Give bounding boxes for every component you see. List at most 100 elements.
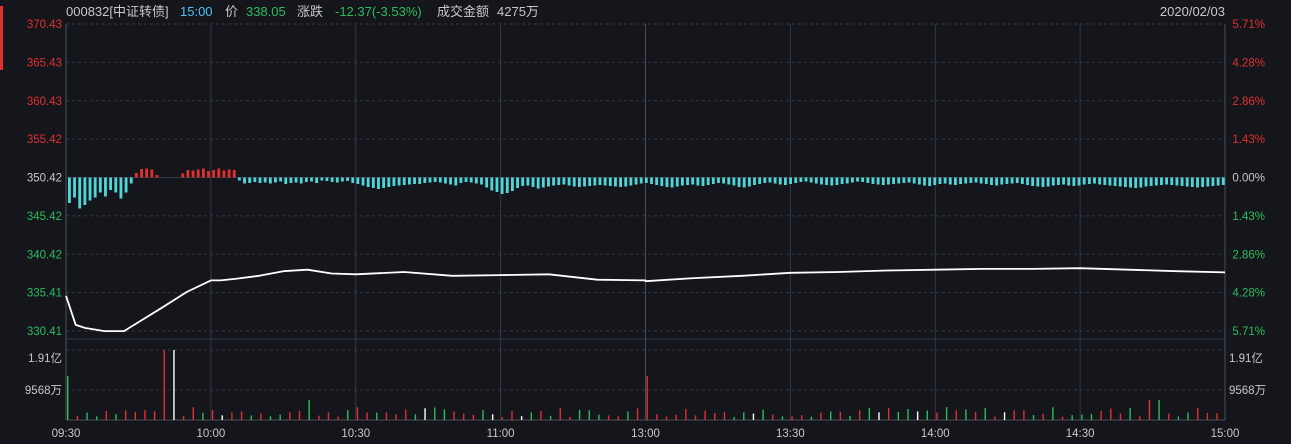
volume-bar (704, 410, 706, 420)
volume-bar (289, 412, 291, 420)
volume-bar (1061, 416, 1064, 420)
delta-bar (377, 177, 380, 189)
percent-tick-label: 5.71% (1232, 19, 1265, 31)
percent-tick-label: 1.43% (1232, 211, 1265, 223)
delta-bar (186, 170, 190, 178)
delta-bar (691, 177, 695, 185)
delta-bar (969, 177, 973, 183)
volume-bar (936, 412, 938, 420)
volume-bar (153, 411, 156, 420)
volume-bar (240, 411, 243, 420)
volume-bar (839, 411, 842, 420)
volume-bar (202, 412, 204, 420)
delta-bar (1057, 177, 1060, 185)
volume-bar (279, 414, 281, 420)
delta-bar (1041, 177, 1045, 187)
delta-bar (438, 177, 442, 183)
volume-bar (1003, 412, 1006, 420)
delta-bar (814, 177, 818, 184)
delta-bar (325, 177, 329, 181)
volume-bar (965, 409, 967, 420)
delta-bar (392, 177, 396, 186)
delta-bar (1098, 177, 1102, 185)
volume-tick-label: 9568万 (25, 385, 62, 397)
delta-bar (1046, 177, 1050, 187)
percent-tick-label: 2.86% (1232, 96, 1265, 108)
volume-bar (308, 399, 310, 420)
volume-tick-label: 1.91亿 (28, 352, 62, 365)
volume-bar (385, 412, 388, 420)
delta-bar (119, 177, 123, 199)
delta-bar (1206, 177, 1210, 187)
volume-bar (482, 410, 484, 420)
delta-bar (1211, 177, 1215, 186)
delta-bar (974, 177, 978, 183)
delta-bar (1093, 177, 1096, 184)
volume-bar (617, 416, 619, 420)
delta-bar (1201, 177, 1205, 187)
volume-bar (733, 416, 735, 420)
delta-bar (181, 173, 185, 178)
volume-bar (820, 412, 822, 420)
volume-bar (182, 415, 185, 420)
volume-bar (926, 410, 928, 420)
delta-bar (1216, 177, 1220, 186)
delta-bar (402, 177, 406, 185)
volume-bar (1177, 416, 1180, 420)
delta-bar (480, 177, 483, 185)
volume-bar (656, 414, 658, 420)
time-tick-label: 11:00 (487, 428, 515, 440)
price-tick-label: 330.41 (27, 326, 62, 338)
time-tick-label: 10:00 (196, 428, 225, 440)
delta-bar (263, 177, 267, 183)
volume-bar (76, 415, 79, 420)
delta-bar (191, 170, 195, 178)
volume-bar (907, 408, 909, 420)
volume-bar (1090, 413, 1093, 420)
delta-bar (680, 177, 684, 186)
delta-bar (1010, 177, 1014, 184)
delta-bar (799, 177, 803, 182)
delta-bar (804, 177, 808, 182)
delta-bar (629, 177, 633, 186)
delta-bar (387, 177, 391, 187)
delta-bar (1139, 177, 1143, 188)
delta-bar (129, 177, 133, 184)
delta-bar (660, 177, 664, 186)
delta-bar (624, 177, 628, 187)
volume-bar (67, 376, 69, 420)
delta-bar (1118, 177, 1122, 187)
delta-bar (1072, 177, 1076, 186)
delta-bar (619, 177, 623, 187)
delta-bar (953, 177, 957, 185)
volume-bar (501, 416, 504, 420)
price-tick-label: 360.43 (27, 96, 62, 108)
volume-bar (598, 414, 600, 420)
volume-bar (395, 414, 397, 420)
delta-bar (541, 177, 545, 188)
volume-bar (453, 411, 455, 420)
delta-bar (902, 177, 906, 183)
delta-bar (155, 175, 159, 178)
delta-bar (361, 177, 365, 186)
volume-bar (781, 416, 784, 420)
delta-bar (1087, 177, 1091, 184)
volume-bar (337, 416, 339, 420)
delta-bar (531, 177, 535, 187)
volume-tick-label: 1.91亿 (1229, 352, 1263, 365)
volume-bar (916, 411, 919, 420)
delta-bar (567, 177, 571, 186)
percent-tick-label: 5.71% (1232, 326, 1265, 338)
percent-tick-label: 4.28% (1232, 288, 1265, 300)
delta-bar (758, 177, 762, 184)
delta-bar (1160, 177, 1163, 185)
delta-bar (737, 177, 741, 187)
volume-bar (878, 412, 880, 420)
price-tick-label: 335.41 (27, 288, 62, 300)
volume-bar (1023, 410, 1025, 420)
delta-bar (289, 177, 293, 183)
delta-bar (98, 177, 102, 193)
delta-bar (1005, 177, 1009, 184)
delta-bar (351, 177, 355, 183)
